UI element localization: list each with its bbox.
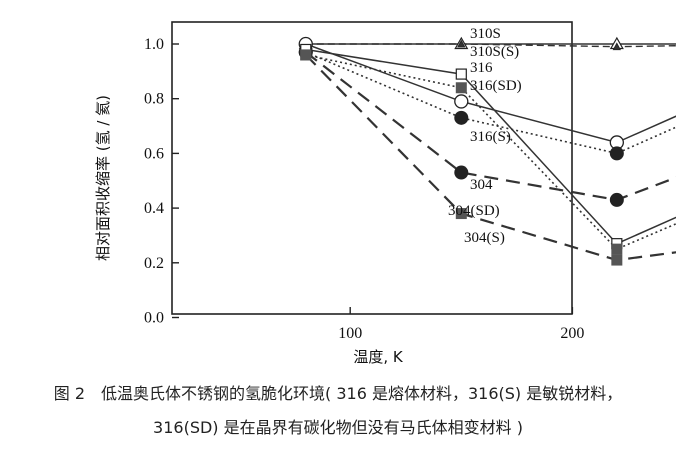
y-tick-label: 0.2 xyxy=(144,255,164,272)
series-label-310ss: 310S(S) xyxy=(470,44,519,60)
x-tick-label: 200 xyxy=(560,325,584,342)
data-point-316s xyxy=(454,165,469,180)
y-tick-label: 1.0 xyxy=(144,36,164,53)
figure-caption-line-1: 图 2 低温奥氏体不锈钢的氢脆化环境( 316 是熔体材料，316(S) 是敏锐… xyxy=(53,384,623,403)
series-label-316: 316 xyxy=(470,60,493,76)
data-point-310ss xyxy=(612,42,622,51)
data-point-316s xyxy=(609,192,624,207)
y-tick-label: 0.6 xyxy=(144,145,164,162)
axis-ticks: 0.00.20.40.60.81.0100200300400 xyxy=(144,36,584,342)
series-labels: 310S 310S(S)316 316(SD) 316(S) 304 304(SD) 304… xyxy=(448,26,522,246)
data-point-304 xyxy=(455,68,467,80)
series-line-304s xyxy=(305,54,676,262)
data-point-304s xyxy=(611,254,623,266)
series-label-310s: 310S xyxy=(470,26,501,42)
data-point-316sd xyxy=(609,146,624,161)
series-label-304: 304 xyxy=(470,177,493,193)
series-line-304sd xyxy=(305,54,676,251)
series-markers xyxy=(298,36,624,266)
data-point-310ss xyxy=(457,39,466,48)
x-axis-title: 温度, K xyxy=(353,348,404,366)
data-point-316 xyxy=(454,94,469,109)
figure-caption-line-2: 316(SD) 是在晶界有碳化物但没有马氏体相变材料 ) xyxy=(153,418,523,437)
series-line-304 xyxy=(305,48,676,245)
y-axis-title: 相对面积收缩率 (氢 / 氦) xyxy=(94,95,112,261)
data-point-316sd xyxy=(454,110,469,125)
series-label-304s: 304(S) xyxy=(464,230,505,246)
data-point-304sd xyxy=(611,243,623,255)
chart: 0.00.20.40.60.81.0100200300400 310S310S(… xyxy=(94,21,676,366)
series-label-316sd: 316(SD) xyxy=(470,78,522,94)
data-point-304sd xyxy=(455,82,467,94)
y-tick-label: 0.8 xyxy=(144,91,164,108)
series-line-316 xyxy=(305,43,676,144)
x-tick-label: 100 xyxy=(338,325,362,342)
series-lines xyxy=(305,43,676,262)
series-label-316s: 316(S) xyxy=(470,129,511,145)
data-point-304s xyxy=(455,208,467,220)
data-point-304s xyxy=(300,49,312,61)
series-line-316s xyxy=(305,51,676,202)
series-line-310ss xyxy=(305,43,676,48)
plot-area-border xyxy=(171,21,573,315)
y-tick-label: 0.0 xyxy=(144,310,164,327)
y-tick-label: 0.4 xyxy=(144,200,164,217)
series-label-304sd: 304(SD) xyxy=(448,203,500,219)
plot-frame xyxy=(171,21,573,315)
